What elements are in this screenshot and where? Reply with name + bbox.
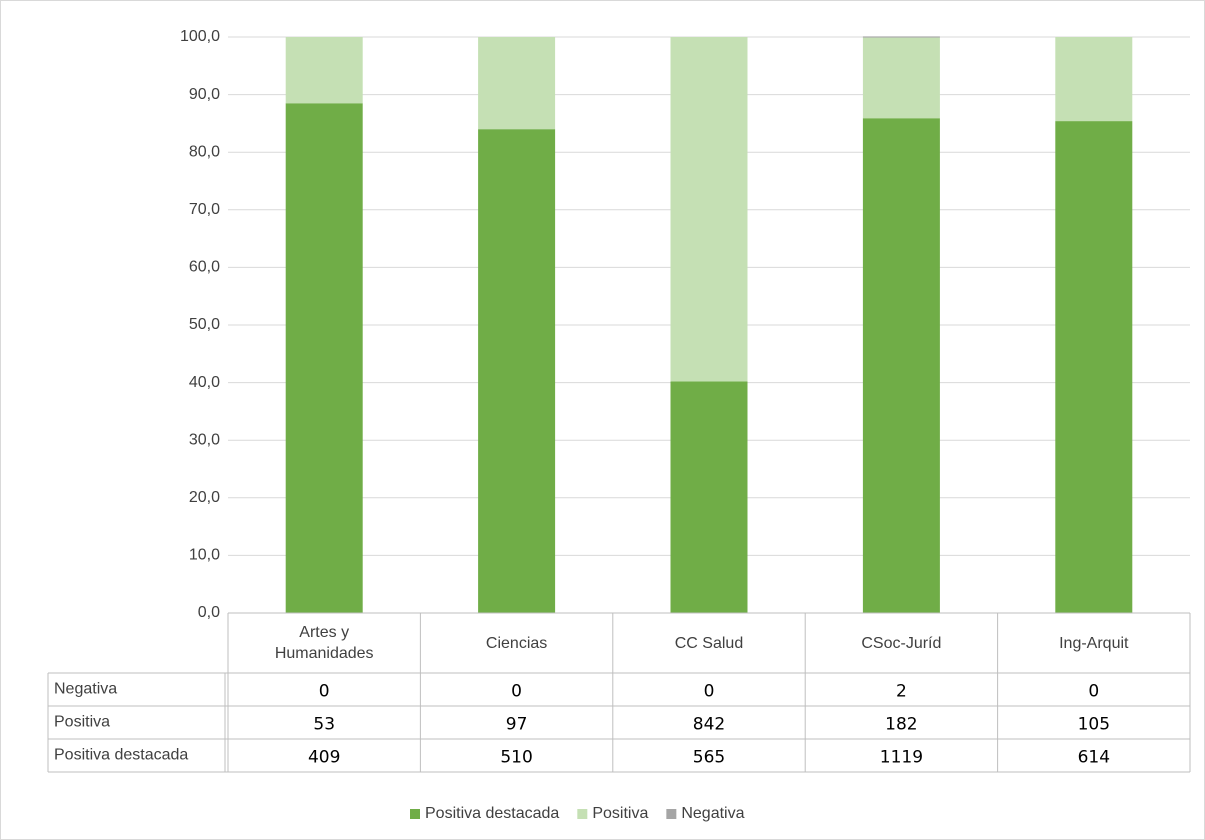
table-cell: 1119 bbox=[880, 748, 923, 768]
table-cell: 53 bbox=[313, 715, 335, 735]
table-cell: 105 bbox=[1078, 715, 1110, 735]
table-row-label: Positiva destacada bbox=[54, 747, 188, 764]
x-tick-label: CC Salud bbox=[613, 613, 805, 673]
x-tick-text: CSoc-Juríd bbox=[861, 634, 942, 652]
bar-segment bbox=[670, 381, 748, 613]
y-tick-label: 30,0 bbox=[189, 431, 220, 448]
x-tick-label: Ing-Arquit bbox=[998, 613, 1190, 673]
y-tick-label: 100,0 bbox=[180, 28, 220, 45]
x-tick-label: CSoc-Juríd bbox=[805, 613, 997, 673]
y-tick-label: 40,0 bbox=[189, 374, 220, 391]
table-cell: 97 bbox=[506, 715, 528, 735]
table-cell: 565 bbox=[693, 748, 725, 768]
bar-segment bbox=[1055, 37, 1133, 122]
table-row-label: Negativa bbox=[54, 681, 117, 698]
legend-label: Positiva destacada bbox=[425, 805, 559, 822]
y-tick-label: 80,0 bbox=[189, 143, 220, 160]
table-cell: 182 bbox=[885, 715, 917, 735]
x-tick-label-box: Ing-Arquit bbox=[998, 613, 1190, 673]
table-row-label: Positiva bbox=[54, 714, 110, 731]
bar-segment bbox=[285, 37, 363, 104]
legend-swatch bbox=[577, 809, 588, 819]
bar-segment bbox=[862, 36, 940, 38]
table-cell: 842 bbox=[693, 715, 725, 735]
table-cell: 0 bbox=[1088, 682, 1099, 702]
y-tick-label: 90,0 bbox=[189, 86, 220, 103]
y-tick-label: 10,0 bbox=[189, 547, 220, 564]
table-cell: 0 bbox=[511, 682, 522, 702]
table-cell: 2 bbox=[896, 682, 907, 702]
x-tick-label: Ciencias bbox=[420, 613, 612, 673]
bar-segment bbox=[670, 37, 748, 382]
legend-swatch bbox=[410, 809, 420, 819]
y-tick-label: 0,0 bbox=[198, 604, 220, 621]
table-cell: 0 bbox=[319, 682, 330, 702]
x-tick-text: Ciencias bbox=[485, 634, 548, 652]
legend-swatch bbox=[666, 809, 677, 819]
y-tick-label: 50,0 bbox=[189, 316, 220, 333]
x-tick-label-box: Ciencias bbox=[420, 613, 612, 673]
legend-label: Negativa bbox=[681, 805, 744, 822]
bar-segment bbox=[1055, 121, 1133, 613]
x-tick-label: Artes y Humanidades bbox=[228, 613, 420, 673]
y-tick-label: 70,0 bbox=[189, 201, 220, 218]
x-tick-label-box: CSoc-Juríd bbox=[805, 613, 997, 673]
bar-segment bbox=[862, 118, 940, 613]
bar-segment bbox=[285, 103, 363, 614]
x-tick-text: CC Salud bbox=[674, 634, 744, 652]
bar-segment bbox=[478, 37, 556, 130]
x-tick-label-box: Artes y Humanidades bbox=[228, 613, 420, 673]
x-tick-label-box: CC Salud bbox=[613, 613, 805, 673]
table-cell: 409 bbox=[308, 748, 340, 768]
x-tick-text: Artes y Humanidades bbox=[274, 624, 374, 662]
bar-segment bbox=[478, 129, 556, 613]
y-tick-label: 20,0 bbox=[189, 489, 220, 506]
y-tick-label: 60,0 bbox=[189, 259, 220, 276]
table-cell: 614 bbox=[1078, 748, 1110, 768]
table-cell: 510 bbox=[500, 748, 532, 768]
x-tick-text: Ing-Arquit bbox=[1059, 634, 1129, 652]
table-cell: 0 bbox=[704, 682, 715, 702]
bar-segment bbox=[862, 37, 940, 119]
legend-label: Positiva bbox=[592, 805, 648, 822]
